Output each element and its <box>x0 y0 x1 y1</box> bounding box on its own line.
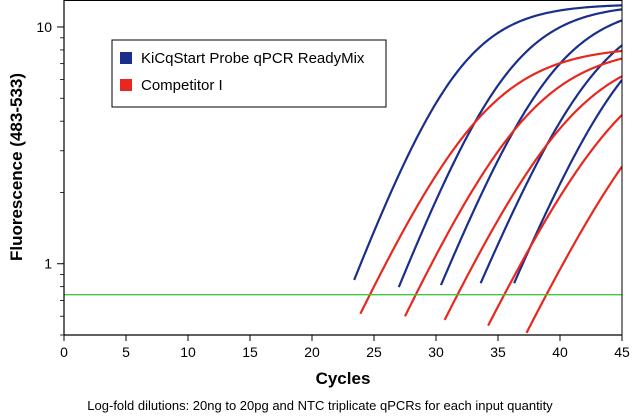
legend-box <box>111 39 387 108</box>
competitor-curve-5 <box>359 49 622 315</box>
kicqstart-curve-0 <box>353 4 622 281</box>
kicqstart-curve-3 <box>479 44 622 284</box>
x-tick-label: 25 <box>366 344 382 360</box>
y-tick-label: 1 <box>44 256 52 272</box>
plot-area: 0 5 10 15 20 25 30 35 40 45 1 10 <box>36 0 630 360</box>
x-tick-label: 20 <box>304 344 320 360</box>
x-axis-ticks: 0 5 10 15 20 25 30 35 40 45 <box>60 335 630 360</box>
competitor-curve-6 <box>404 57 622 317</box>
y-axis-title: Fluorescence (483-533) <box>7 73 26 261</box>
x-tick-label: 35 <box>490 344 506 360</box>
series-layer <box>353 4 622 334</box>
competitor-curve-7 <box>443 75 622 321</box>
legend-swatch-kicqstart <box>120 52 132 64</box>
chart-caption: Log-fold dilutions: 20ng to 20pg and NTC… <box>87 398 553 413</box>
x-tick-label: 30 <box>428 344 444 360</box>
y-tick-label: 10 <box>36 19 52 35</box>
competitor-curve-9 <box>525 165 622 334</box>
x-tick-label: 10 <box>180 344 196 360</box>
x-tick-label: 0 <box>60 344 68 360</box>
y-axis-ticks: 1 10 <box>36 19 64 336</box>
competitor-curve-8 <box>487 114 622 327</box>
x-tick-label: 45 <box>614 344 630 360</box>
kicqstart-curve-1 <box>397 8 622 288</box>
x-tick-label: 15 <box>242 344 258 360</box>
x-axis-title: Cycles <box>316 369 371 388</box>
kicqstart-curve-2 <box>439 19 622 286</box>
legend: KiCqStart Probe qPCR ReadyMix Competitor… <box>111 39 387 108</box>
legend-label-kicqstart: KiCqStart Probe qPCR ReadyMix <box>141 50 365 67</box>
legend-label-competitor: Competitor I <box>141 77 223 94</box>
x-tick-label: 40 <box>552 344 568 360</box>
x-tick-label: 5 <box>122 344 130 360</box>
legend-swatch-competitor <box>120 79 132 91</box>
